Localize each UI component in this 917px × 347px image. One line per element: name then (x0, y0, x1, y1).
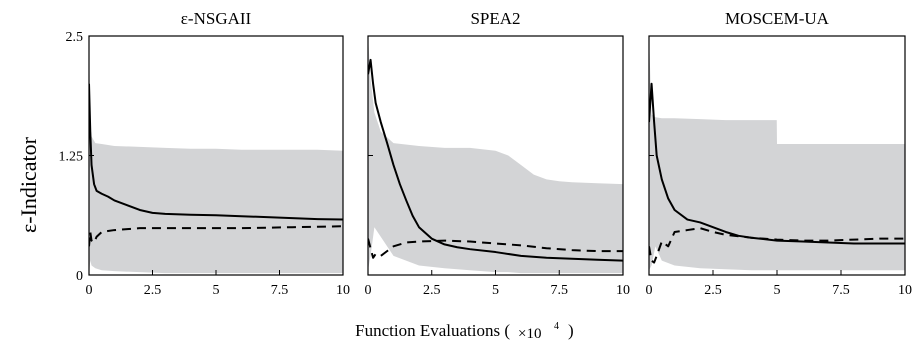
x-tick-label: 0 (86, 283, 93, 298)
plot-area (89, 36, 343, 275)
x-tick-label: 5 (213, 283, 220, 298)
x-tick-label: 0 (646, 283, 653, 298)
x-tick-label: 5 (774, 283, 781, 298)
x-axis-label: Function Evaluations ( ×10 4 ) (355, 321, 574, 342)
x-tick-label: 2.5 (144, 283, 162, 298)
x-tick-label: 10 (616, 283, 630, 298)
y-tick-label: 2.5 (66, 30, 84, 45)
x-tick-label: 10 (336, 283, 350, 298)
panel-title: SPEA2 (470, 9, 520, 28)
solid-series-line (649, 82, 905, 245)
x-tick-label: 0 (365, 283, 372, 298)
chart-panel-1: ε-NSGAII 0 2.5 5 7.5 10 0 1.25 2.5 (59, 9, 351, 298)
solid-series-line (89, 83, 343, 221)
range-band (649, 36, 905, 271)
panel-title: MOSCEM-UA (725, 9, 830, 28)
x-axis-exponent: 4 (554, 321, 559, 332)
solid-series-line (368, 58, 623, 262)
panel-title: ε-NSGAII (181, 9, 252, 28)
x-tick-label: 10 (898, 283, 912, 298)
x-axis-label-text: Function Evaluations ( (355, 321, 510, 340)
plot-area (649, 36, 905, 271)
y-axis-label: ε-Indicator (16, 136, 41, 233)
x-tick-label: 7.5 (271, 283, 289, 298)
range-band (89, 36, 343, 275)
dashed-series-line (89, 225, 343, 247)
x-axis-close-paren: ) (568, 321, 574, 340)
x-axis-multiplier: ×10 (518, 326, 541, 342)
range-band (368, 36, 623, 274)
x-tick-label: 7.5 (551, 283, 569, 298)
x-tick-label: 2.5 (423, 283, 441, 298)
y-tick-label: 1.25 (59, 150, 84, 165)
y-tick-label: 0 (76, 269, 83, 284)
x-tick-label: 7.5 (832, 283, 850, 298)
dashed-series-line (649, 227, 905, 264)
chart-panel-2: SPEA2 0 2.5 5 7.5 10 (365, 9, 631, 298)
plot-area (368, 36, 623, 274)
chart-panel-3: MOSCEM-UA 0 2.5 5 7.5 10 (646, 9, 913, 298)
dashed-series-line (368, 238, 623, 259)
x-tick-label: 2.5 (704, 283, 722, 298)
x-tick-label: 5 (492, 283, 499, 298)
